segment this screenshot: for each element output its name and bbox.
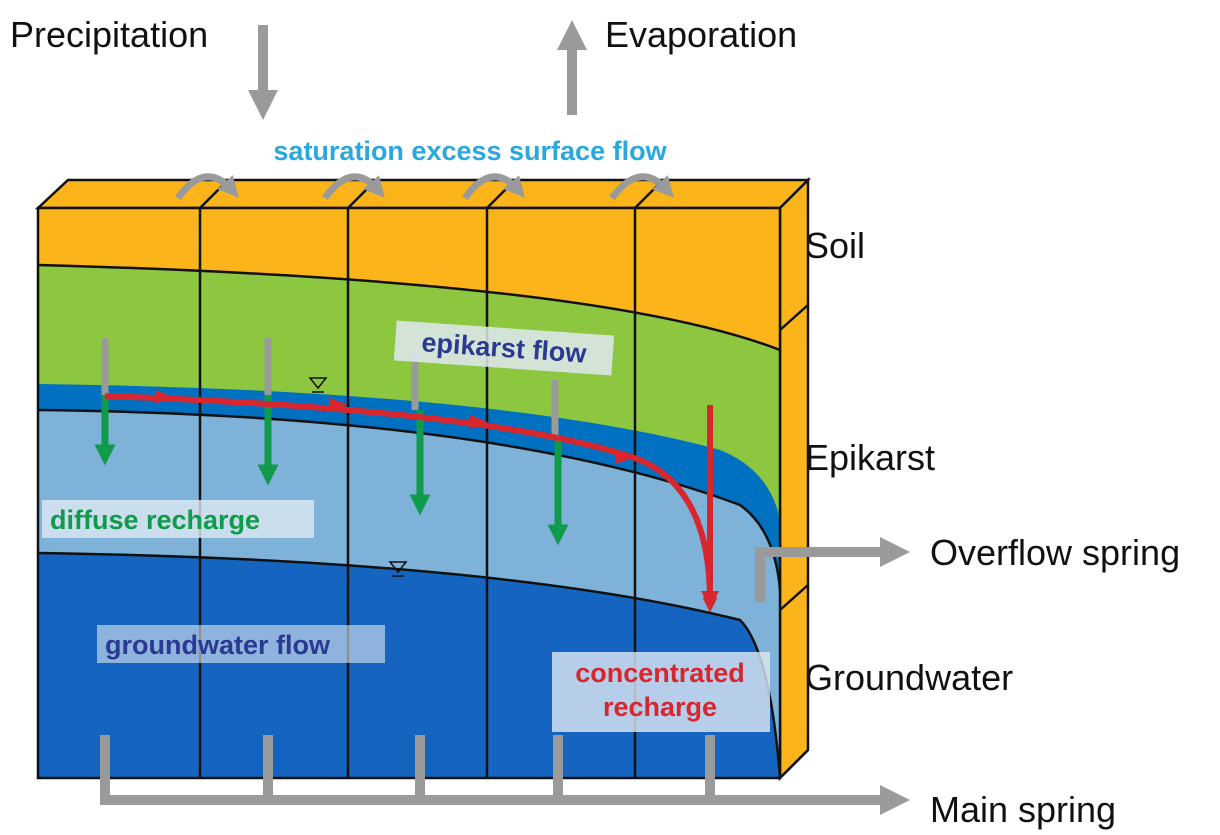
layer-label: Groundwater <box>805 657 1013 698</box>
input-label: Precipitation <box>10 14 208 55</box>
output-label: Main spring <box>930 789 1116 830</box>
flow-label: saturation excess surface flow <box>273 136 667 166</box>
gray-arrows <box>100 20 895 800</box>
soil-zone <box>38 208 780 350</box>
surface-arrows <box>175 173 675 201</box>
flow-label: recharge <box>603 692 717 722</box>
side-face <box>778 176 810 782</box>
label-box <box>552 652 770 732</box>
flow-label: concentrated <box>575 658 745 688</box>
input-label: Evaporation <box>605 14 797 55</box>
top-face <box>34 178 812 210</box>
diffuse-arrows <box>94 395 569 546</box>
layer-label: Soil <box>805 225 865 266</box>
layer-label: Epikarst <box>805 437 935 478</box>
column-lines <box>36 179 809 780</box>
water-table-symbols <box>308 377 408 577</box>
epikarst-flow-line <box>104 393 719 609</box>
label-box <box>97 625 385 663</box>
flow-label: diffuse recharge <box>50 505 260 535</box>
flow-chevrons <box>155 390 633 464</box>
output-label: Overflow spring <box>930 532 1180 573</box>
label-box <box>42 500 314 538</box>
label-box <box>393 320 615 376</box>
flow-label: groundwater flow <box>105 630 331 660</box>
